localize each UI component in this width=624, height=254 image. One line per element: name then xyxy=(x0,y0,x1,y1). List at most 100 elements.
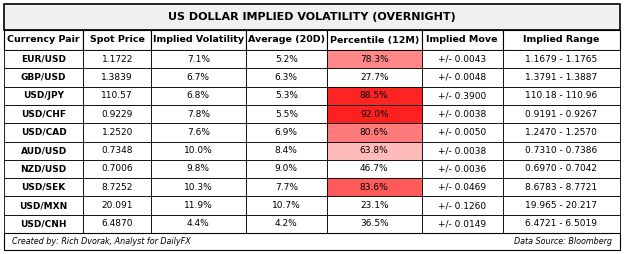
Text: 7.6%: 7.6% xyxy=(187,128,210,137)
Bar xyxy=(246,50,327,68)
Text: Spot Price: Spot Price xyxy=(90,36,145,44)
Text: Average (20D): Average (20D) xyxy=(248,36,325,44)
Text: 78.3%: 78.3% xyxy=(360,55,389,64)
Text: GBP/USD: GBP/USD xyxy=(21,73,66,82)
Text: 80.6%: 80.6% xyxy=(360,128,389,137)
Text: USD/CAD: USD/CAD xyxy=(21,128,67,137)
Bar xyxy=(4,4,620,30)
Text: +/- 0.1260: +/- 0.1260 xyxy=(438,201,486,210)
Text: Implied Move: Implied Move xyxy=(426,36,498,44)
Text: USD/CNH: USD/CNH xyxy=(21,219,67,228)
Text: 88.5%: 88.5% xyxy=(360,91,389,100)
Text: 1.1679 - 1.1765: 1.1679 - 1.1765 xyxy=(525,55,598,64)
Bar xyxy=(503,105,620,123)
Text: Data Source: Bloomberg: Data Source: Bloomberg xyxy=(514,237,612,246)
Text: 1.2520: 1.2520 xyxy=(102,128,133,137)
Text: 8.4%: 8.4% xyxy=(275,146,298,155)
Text: 0.9229: 0.9229 xyxy=(102,109,133,119)
Bar xyxy=(422,141,503,160)
Bar xyxy=(84,50,151,68)
Bar xyxy=(4,105,84,123)
Text: 0.9191 - 0.9267: 0.9191 - 0.9267 xyxy=(525,109,597,119)
Bar xyxy=(151,30,246,50)
Text: 4.4%: 4.4% xyxy=(187,219,210,228)
Bar xyxy=(246,160,327,178)
Text: 83.6%: 83.6% xyxy=(360,183,389,192)
Bar xyxy=(327,50,422,68)
Bar xyxy=(503,160,620,178)
Text: 6.4870: 6.4870 xyxy=(102,219,133,228)
Bar xyxy=(151,215,246,233)
Bar xyxy=(246,178,327,196)
Bar xyxy=(84,196,151,215)
Text: USD/JPY: USD/JPY xyxy=(23,91,64,100)
Bar xyxy=(151,141,246,160)
Text: 9.0%: 9.0% xyxy=(275,164,298,173)
Bar xyxy=(4,178,84,196)
Text: 1.3839: 1.3839 xyxy=(101,73,133,82)
Bar xyxy=(327,105,422,123)
Bar xyxy=(327,160,422,178)
Text: US DOLLAR IMPLIED VOLATILITY (OVERNIGHT): US DOLLAR IMPLIED VOLATILITY (OVERNIGHT) xyxy=(168,12,456,22)
Text: 1.1722: 1.1722 xyxy=(102,55,133,64)
Bar xyxy=(84,160,151,178)
Bar xyxy=(246,68,327,87)
Bar xyxy=(422,68,503,87)
Text: 0.6970 - 0.7042: 0.6970 - 0.7042 xyxy=(525,164,597,173)
Bar xyxy=(84,87,151,105)
Text: +/- 0.0038: +/- 0.0038 xyxy=(438,109,486,119)
Bar xyxy=(4,68,84,87)
Bar xyxy=(4,196,84,215)
Bar xyxy=(151,105,246,123)
Bar xyxy=(151,160,246,178)
Text: Implied Range: Implied Range xyxy=(523,36,600,44)
Text: 10.0%: 10.0% xyxy=(184,146,213,155)
Text: 63.8%: 63.8% xyxy=(360,146,389,155)
Text: 7.8%: 7.8% xyxy=(187,109,210,119)
Text: +/- 0.0469: +/- 0.0469 xyxy=(438,183,486,192)
Text: Currency Pair: Currency Pair xyxy=(7,36,80,44)
Text: 92.0%: 92.0% xyxy=(360,109,389,119)
Text: Implied Volatility: Implied Volatility xyxy=(153,36,244,44)
Bar xyxy=(503,87,620,105)
Bar xyxy=(84,123,151,141)
Text: +/- 0.0149: +/- 0.0149 xyxy=(438,219,486,228)
Bar xyxy=(246,87,327,105)
Text: 6.3%: 6.3% xyxy=(275,73,298,82)
Bar xyxy=(4,233,620,250)
Text: +/- 0.0050: +/- 0.0050 xyxy=(438,128,486,137)
Bar xyxy=(422,87,503,105)
Bar xyxy=(84,68,151,87)
Bar xyxy=(503,30,620,50)
Bar xyxy=(151,178,246,196)
Text: 7.1%: 7.1% xyxy=(187,55,210,64)
Bar xyxy=(422,50,503,68)
Bar xyxy=(422,160,503,178)
Bar xyxy=(84,215,151,233)
Text: Created by: Rich Dvorak, Analyst for DailyFX: Created by: Rich Dvorak, Analyst for Dai… xyxy=(12,237,191,246)
Bar xyxy=(422,178,503,196)
Bar xyxy=(4,123,84,141)
Text: 0.7006: 0.7006 xyxy=(101,164,133,173)
Text: 9.8%: 9.8% xyxy=(187,164,210,173)
Bar xyxy=(4,30,84,50)
Text: AUD/USD: AUD/USD xyxy=(21,146,67,155)
Bar xyxy=(327,215,422,233)
Bar xyxy=(84,178,151,196)
Text: 11.9%: 11.9% xyxy=(184,201,213,210)
Bar xyxy=(503,178,620,196)
Text: 0.7310 - 0.7386: 0.7310 - 0.7386 xyxy=(525,146,598,155)
Bar xyxy=(422,196,503,215)
Text: 23.1%: 23.1% xyxy=(360,201,389,210)
Bar xyxy=(327,30,422,50)
Bar xyxy=(151,87,246,105)
Text: 36.5%: 36.5% xyxy=(360,219,389,228)
Bar xyxy=(246,30,327,50)
Bar xyxy=(246,105,327,123)
Bar xyxy=(327,178,422,196)
Bar xyxy=(151,50,246,68)
Bar xyxy=(327,87,422,105)
Text: 10.3%: 10.3% xyxy=(184,183,213,192)
Bar xyxy=(327,141,422,160)
Bar xyxy=(503,141,620,160)
